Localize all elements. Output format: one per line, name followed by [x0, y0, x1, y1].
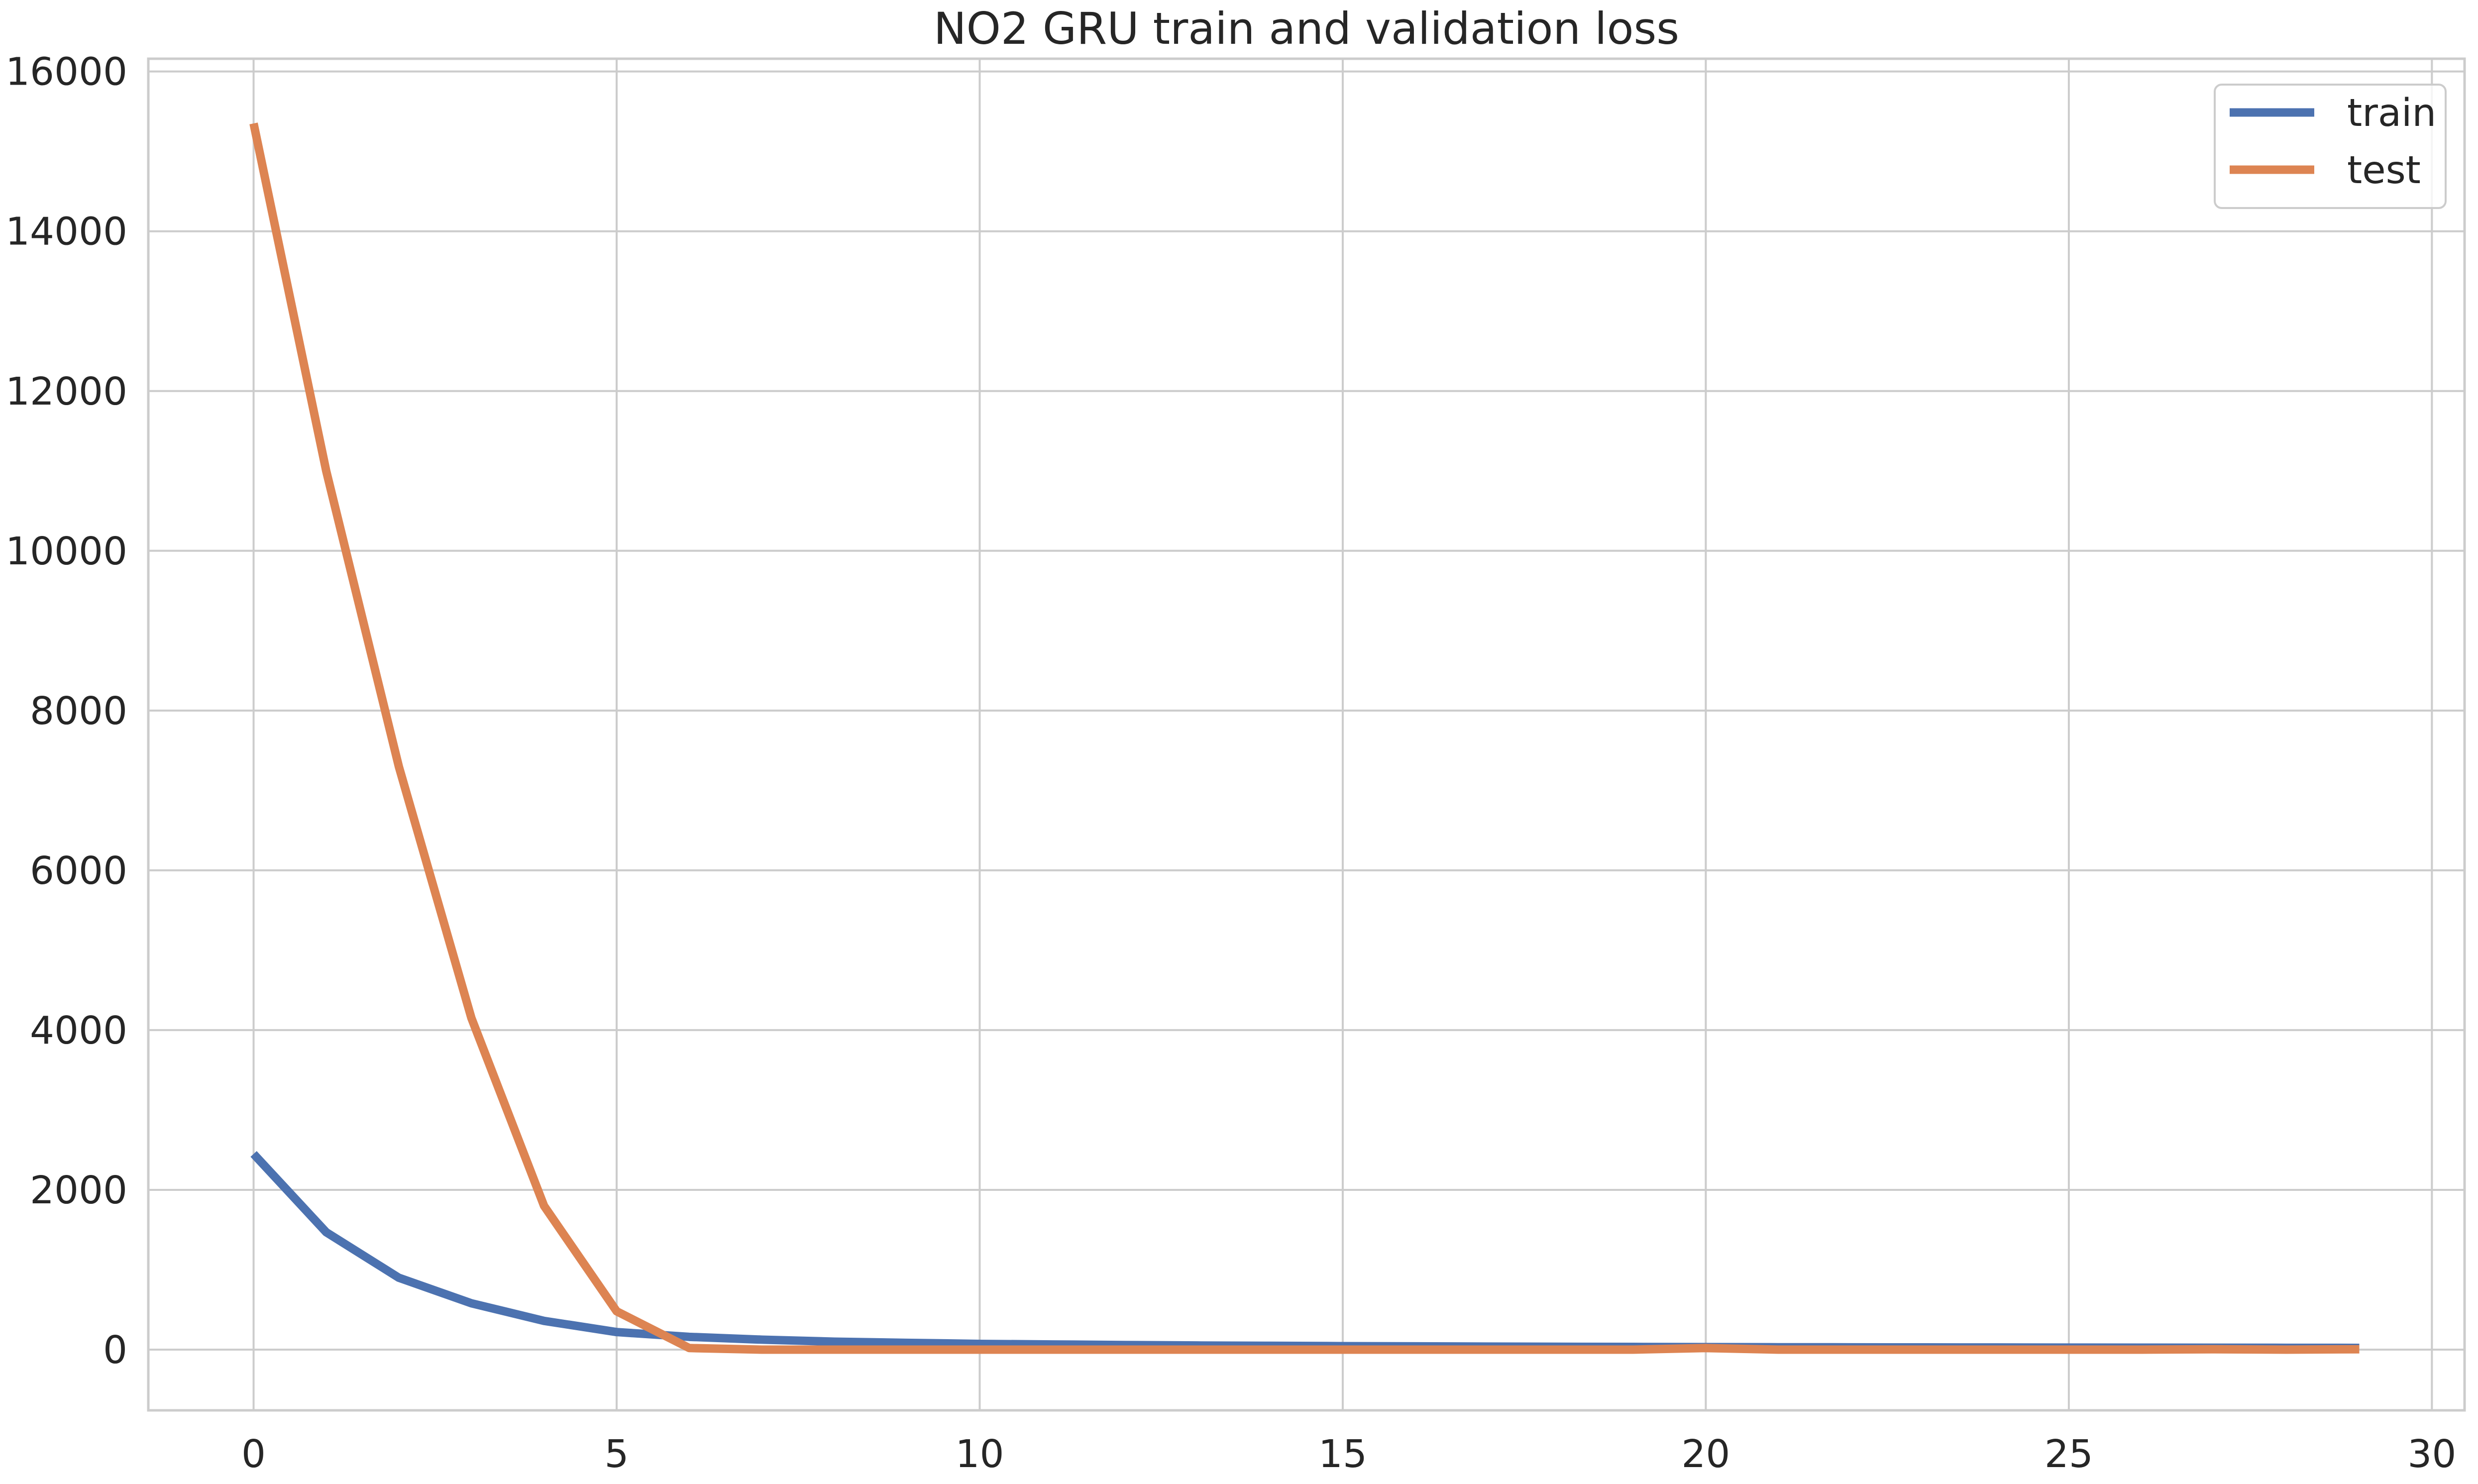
grid: [148, 59, 2465, 1410]
series-layer: [249, 122, 2360, 1354]
y-tick-label: 2000: [30, 1168, 127, 1213]
y-tick-label: 10000: [5, 530, 127, 574]
x-tick-label: 30: [2407, 1432, 2456, 1477]
chart-title: NO2 GRU train and validation loss: [934, 3, 1679, 54]
x-tick-label: 0: [241, 1432, 266, 1477]
legend-label-train: train: [2347, 91, 2436, 135]
y-tick-label: 0: [103, 1328, 127, 1373]
y-tick-label: 4000: [30, 1009, 127, 1053]
series-line-train: [250, 1151, 2360, 1352]
legend: train test: [2214, 84, 2447, 209]
x-tick-label: 15: [1318, 1432, 1367, 1477]
y-tick-label: 14000: [5, 210, 127, 254]
x-tick-label: 20: [1681, 1432, 1730, 1477]
x-tick-label: 5: [605, 1432, 629, 1477]
x-tick-label: 25: [2045, 1432, 2093, 1477]
x-tick-label: 10: [955, 1432, 1004, 1477]
y-tick-label: 16000: [5, 50, 127, 95]
legend-label-test: test: [2347, 148, 2421, 193]
y-tick-label: 6000: [30, 849, 127, 893]
series-line-test: [249, 122, 2360, 1354]
plot-frame: [147, 57, 2466, 1412]
y-tick-label: 12000: [5, 370, 127, 414]
y-tick-label: 8000: [30, 689, 127, 734]
tick-labels: 0 5 10 15 20 25 30 0 2000 4000 6000 8000 10000 12000 1…: [5, 50, 2456, 1477]
